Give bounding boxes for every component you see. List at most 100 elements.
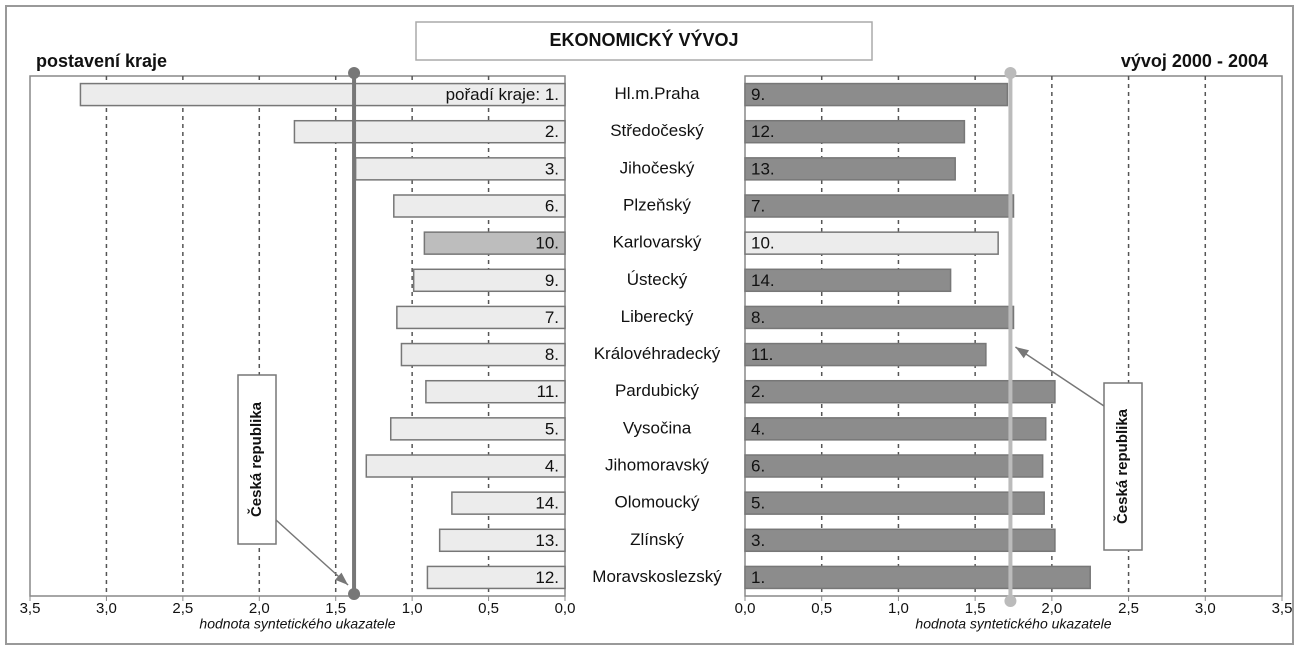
arrow-head <box>335 572 349 585</box>
plot-area <box>744 75 1283 597</box>
chart-title: EKONOMICKÝ VÝVOJ <box>549 29 738 50</box>
rank-label: 2. <box>751 382 765 401</box>
rank-label: 13. <box>535 531 559 550</box>
category-label: Liberecký <box>621 307 694 326</box>
rank-label: 11. <box>537 382 559 401</box>
annotation-box <box>1103 382 1143 551</box>
rank-label: 6. <box>751 456 765 475</box>
bar <box>438 528 566 553</box>
bar <box>425 379 566 404</box>
rank-label: 14. <box>535 494 559 513</box>
bar <box>744 305 1015 330</box>
x-tick-label: 1,0 <box>402 600 423 617</box>
category-label: Vysočina <box>623 418 692 437</box>
bar <box>744 268 952 293</box>
x-tick-label: 3,0 <box>1195 600 1216 617</box>
category-label: Plzeňský <box>623 195 692 214</box>
rank-label: 7. <box>545 308 559 327</box>
bar <box>744 157 956 181</box>
x-tick-label: 2,0 <box>1041 600 1062 617</box>
category-label: Jihočeský <box>620 158 695 177</box>
rank-label: 12. <box>535 568 559 587</box>
bar <box>744 231 999 255</box>
category-label: Karlovarský <box>613 233 702 252</box>
rank-label: 9. <box>751 85 765 104</box>
rank-label: 3. <box>545 159 559 178</box>
plot-area <box>29 75 566 597</box>
rank-label: 14. <box>751 271 775 290</box>
bar <box>293 119 566 144</box>
annotation-label: Česká republika <box>1113 408 1131 524</box>
bar <box>451 491 566 515</box>
rank-label: 5. <box>545 419 559 438</box>
bar <box>354 157 566 181</box>
x-axis-title: hodnota syntetického ukazatele <box>915 616 1111 632</box>
rank-label: 4. <box>751 419 765 438</box>
right-subtitle: vývoj 2000 - 2004 <box>1121 51 1268 71</box>
x-tick-label: 0,0 <box>555 600 576 617</box>
rank-label: 12. <box>751 122 775 141</box>
category-label: Pardubický <box>615 381 700 400</box>
annotation-arrow <box>275 519 349 586</box>
title-box <box>415 21 873 61</box>
bar <box>400 342 566 367</box>
rank-label: 1. <box>751 568 765 587</box>
x-tick-label: 0,5 <box>811 600 832 617</box>
reference-end <box>348 588 361 600</box>
bar <box>79 82 566 107</box>
annotation-box <box>237 374 277 545</box>
category-label: Olomoucký <box>614 493 700 512</box>
bar <box>744 119 966 144</box>
rank-label: 8. <box>545 345 559 364</box>
rank-label: 9. <box>545 271 559 290</box>
rank-label: 5. <box>751 494 765 513</box>
rank-label: 10. <box>535 234 559 253</box>
annotation-arrow <box>1015 346 1105 407</box>
x-tick-label: 2,5 <box>1118 600 1139 617</box>
x-tick-label: 0,0 <box>735 600 756 617</box>
bar <box>744 491 1045 515</box>
x-tick-label: 3,5 <box>1272 600 1293 617</box>
category-label: Moravskoslezský <box>592 567 722 586</box>
bar <box>423 231 566 255</box>
category-label: Středočeský <box>610 121 704 140</box>
x-tick-label: 3,0 <box>96 600 117 617</box>
rank-label: 10. <box>751 234 775 253</box>
rank-label: 6. <box>545 196 559 215</box>
bar <box>396 305 566 330</box>
rank-label: 2. <box>545 122 559 141</box>
bar <box>365 454 566 478</box>
category-label: Zlínský <box>630 530 684 549</box>
x-tick-label: 0,5 <box>478 600 499 617</box>
annotation-label: Česká republika <box>247 401 265 517</box>
bar <box>744 565 1091 590</box>
bar <box>744 379 1056 404</box>
x-tick-label: 1,5 <box>965 600 986 617</box>
rank-label: 3. <box>751 531 765 550</box>
x-tick-label: 1,5 <box>325 600 346 617</box>
rank-label: 11. <box>751 345 773 364</box>
category-label: Jihomoravský <box>605 455 709 474</box>
x-tick-label: 2,5 <box>172 600 193 617</box>
reference-end <box>1004 595 1017 607</box>
reference-end <box>1004 67 1017 79</box>
bar <box>744 342 987 367</box>
category-label: Ústecký <box>627 270 688 289</box>
reference-end <box>348 67 361 79</box>
rank-label: pořadí kraje: 1. <box>446 85 559 104</box>
bar <box>744 454 1044 478</box>
x-tick-label: 3,5 <box>20 600 41 617</box>
bar <box>744 417 1047 441</box>
category-label: Královéhradecký <box>594 344 721 363</box>
bar <box>412 268 566 293</box>
x-tick-label: 2,0 <box>249 600 270 617</box>
rank-label: 8. <box>751 308 765 327</box>
bar <box>389 417 566 441</box>
bar <box>393 194 566 218</box>
rank-label: 13. <box>751 159 775 178</box>
bar <box>744 528 1056 553</box>
left-subtitle: postavení kraje <box>36 51 167 71</box>
category-label: Hl.m.Praha <box>614 84 700 103</box>
bar <box>744 194 1015 218</box>
